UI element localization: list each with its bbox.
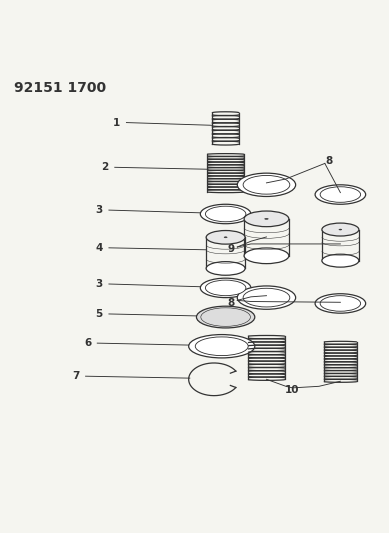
Text: 6: 6 bbox=[84, 338, 91, 348]
Ellipse shape bbox=[315, 185, 366, 204]
Text: 7: 7 bbox=[72, 371, 79, 381]
Text: 1: 1 bbox=[113, 118, 120, 127]
Ellipse shape bbox=[244, 248, 289, 264]
Ellipse shape bbox=[189, 335, 255, 358]
Ellipse shape bbox=[200, 204, 251, 224]
Ellipse shape bbox=[243, 288, 290, 307]
Ellipse shape bbox=[206, 262, 245, 275]
Text: 9: 9 bbox=[228, 244, 235, 254]
Ellipse shape bbox=[237, 286, 296, 309]
Ellipse shape bbox=[315, 294, 366, 313]
Ellipse shape bbox=[243, 175, 290, 194]
Text: 4: 4 bbox=[96, 243, 103, 253]
Ellipse shape bbox=[205, 206, 246, 222]
Text: 8: 8 bbox=[228, 297, 235, 308]
Ellipse shape bbox=[322, 223, 359, 236]
Text: 10: 10 bbox=[285, 385, 300, 395]
Ellipse shape bbox=[320, 187, 361, 203]
Ellipse shape bbox=[205, 280, 246, 296]
Ellipse shape bbox=[224, 237, 227, 238]
Text: 3: 3 bbox=[96, 279, 103, 289]
Ellipse shape bbox=[195, 337, 248, 356]
Ellipse shape bbox=[200, 278, 251, 297]
Text: 3: 3 bbox=[96, 205, 103, 215]
Text: 92151 1700: 92151 1700 bbox=[14, 80, 106, 94]
Text: 2: 2 bbox=[102, 163, 109, 172]
Ellipse shape bbox=[339, 229, 342, 230]
Ellipse shape bbox=[196, 306, 255, 328]
Ellipse shape bbox=[322, 254, 359, 267]
Ellipse shape bbox=[244, 211, 289, 227]
Ellipse shape bbox=[265, 218, 268, 220]
Ellipse shape bbox=[237, 173, 296, 197]
Ellipse shape bbox=[206, 230, 245, 244]
Text: 5: 5 bbox=[96, 309, 103, 319]
Ellipse shape bbox=[320, 296, 361, 311]
Text: 8: 8 bbox=[325, 156, 332, 166]
